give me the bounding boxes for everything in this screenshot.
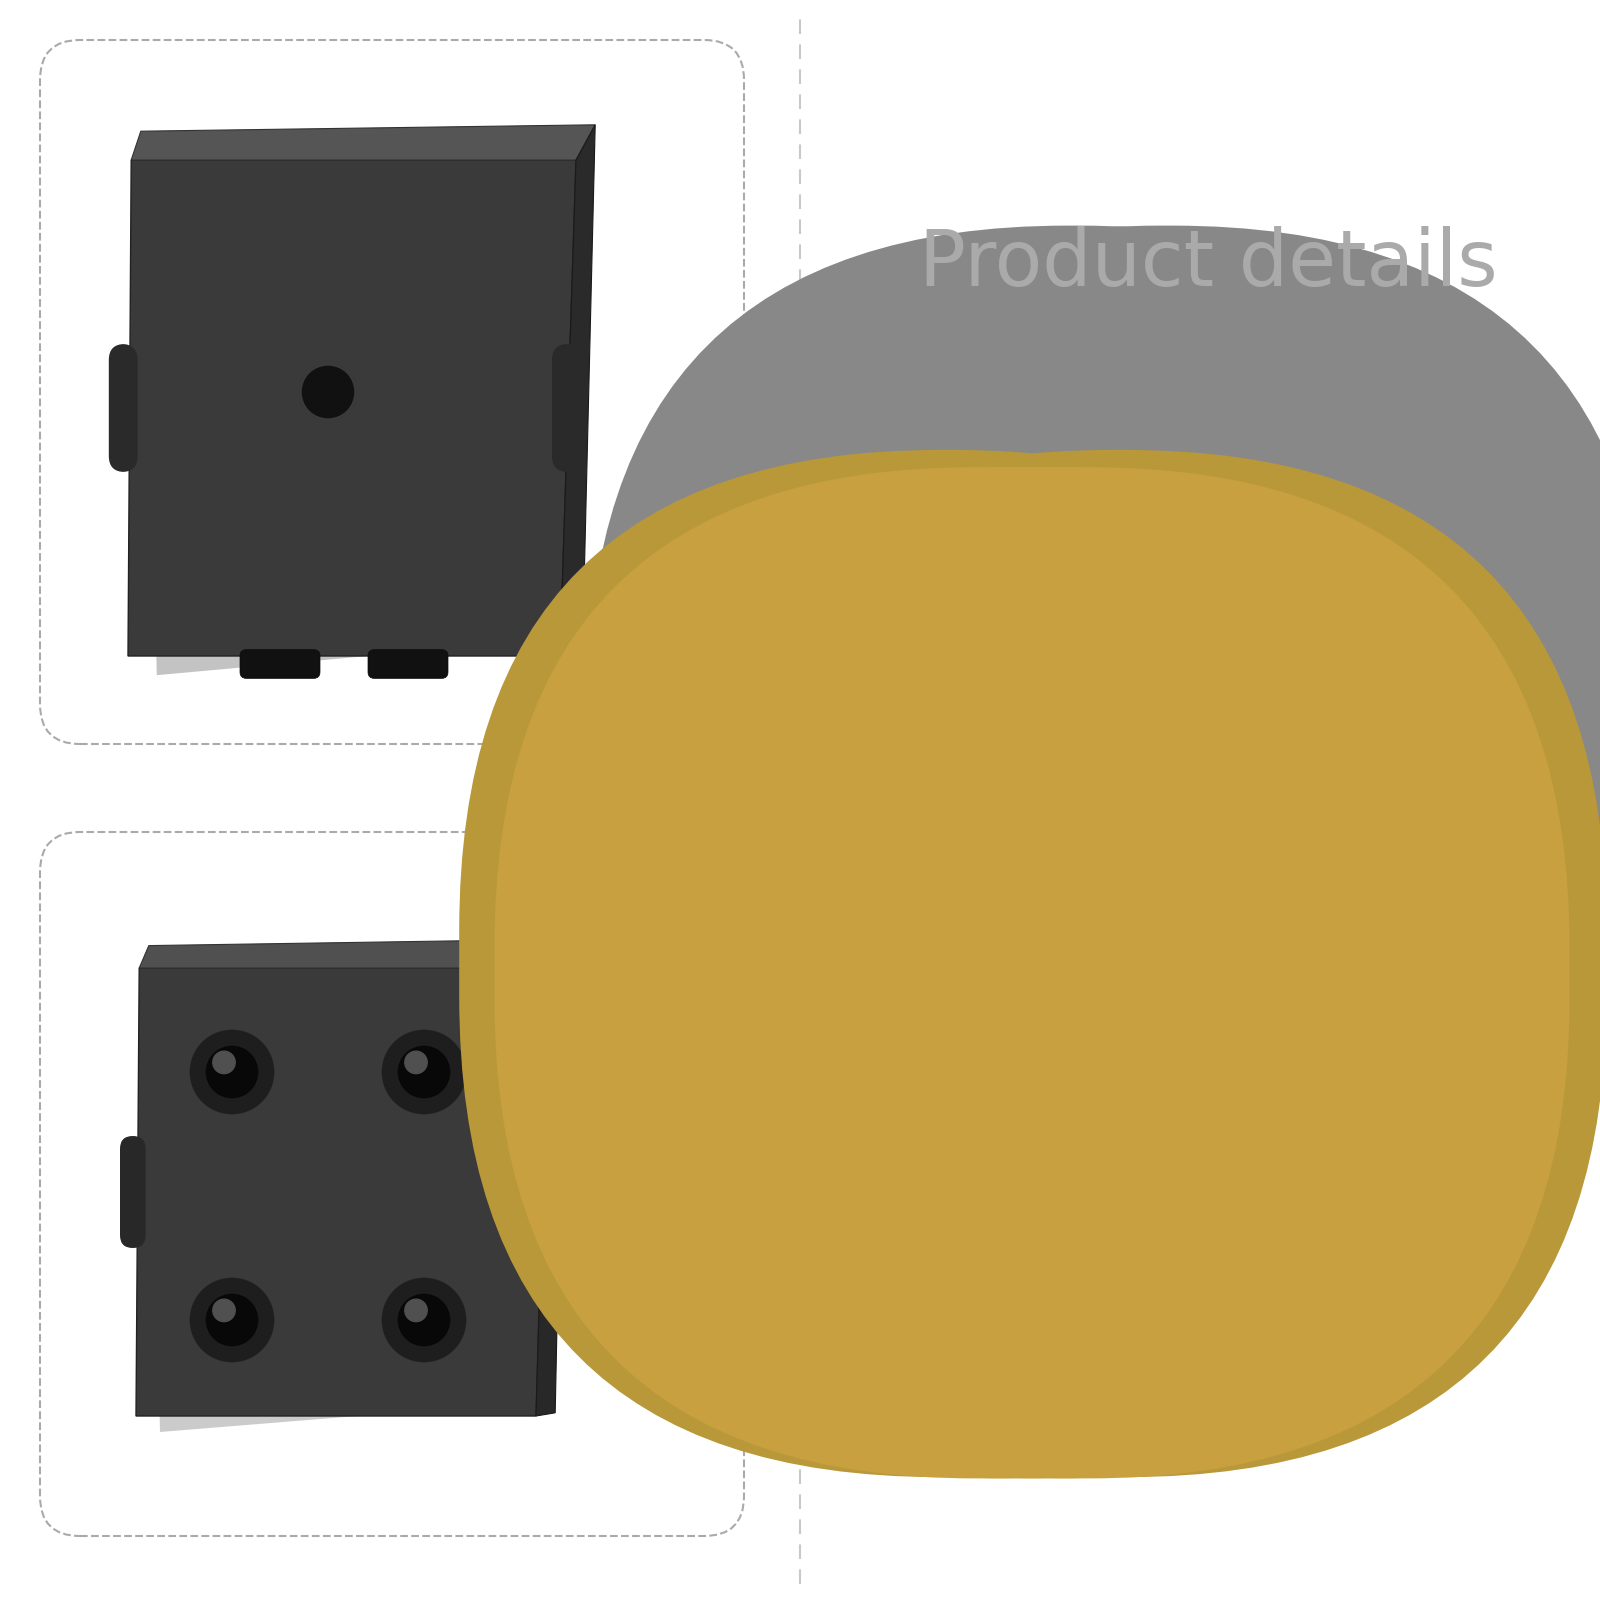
- Polygon shape: [560, 125, 595, 656]
- Circle shape: [206, 1046, 258, 1098]
- Polygon shape: [128, 160, 576, 656]
- FancyBboxPatch shape: [955, 693, 1038, 776]
- FancyBboxPatch shape: [680, 269, 1600, 1237]
- Circle shape: [206, 1294, 258, 1346]
- Circle shape: [1176, 842, 1208, 874]
- Circle shape: [405, 1051, 427, 1074]
- FancyBboxPatch shape: [955, 851, 984, 867]
- FancyBboxPatch shape: [1112, 803, 1141, 819]
- Circle shape: [398, 1294, 450, 1346]
- FancyBboxPatch shape: [494, 467, 1474, 1478]
- Polygon shape: [1320, 592, 1352, 701]
- FancyBboxPatch shape: [910, 550, 1218, 890]
- FancyBboxPatch shape: [1058, 827, 1086, 843]
- Circle shape: [382, 1278, 466, 1362]
- FancyBboxPatch shape: [1160, 560, 1205, 589]
- Text: V5.2: V5.2: [926, 875, 944, 885]
- Circle shape: [1350, 667, 1408, 725]
- Polygon shape: [136, 968, 549, 1416]
- Circle shape: [213, 1299, 235, 1322]
- FancyBboxPatch shape: [459, 450, 1435, 1477]
- Text: Product details: Product details: [918, 226, 1498, 302]
- Circle shape: [302, 366, 354, 418]
- Circle shape: [781, 373, 819, 411]
- Circle shape: [405, 1299, 427, 1322]
- FancyBboxPatch shape: [680, 240, 1600, 1208]
- FancyBboxPatch shape: [955, 902, 1110, 950]
- FancyBboxPatch shape: [552, 344, 581, 472]
- Polygon shape: [1320, 858, 1352, 966]
- Circle shape: [910, 557, 962, 608]
- FancyBboxPatch shape: [109, 344, 138, 472]
- Text: -: -: [966, 565, 970, 574]
- FancyBboxPatch shape: [587, 226, 1560, 1194]
- Text: +: +: [1155, 565, 1165, 574]
- Circle shape: [190, 1278, 274, 1362]
- FancyBboxPatch shape: [526, 467, 1506, 1478]
- Polygon shape: [144, 144, 595, 675]
- Text: 150: 150: [992, 725, 1002, 744]
- FancyBboxPatch shape: [587, 240, 1560, 1208]
- Circle shape: [1176, 566, 1208, 598]
- FancyBboxPatch shape: [1058, 803, 1086, 819]
- FancyBboxPatch shape: [965, 702, 1029, 766]
- Circle shape: [920, 566, 952, 598]
- Circle shape: [213, 1051, 235, 1074]
- FancyBboxPatch shape: [680, 254, 1600, 1222]
- Circle shape: [1166, 557, 1218, 608]
- Polygon shape: [131, 125, 595, 160]
- FancyBboxPatch shape: [587, 254, 1560, 1222]
- Polygon shape: [139, 939, 565, 968]
- FancyBboxPatch shape: [955, 803, 984, 819]
- FancyBboxPatch shape: [1080, 698, 1160, 765]
- FancyBboxPatch shape: [530, 1136, 555, 1248]
- FancyBboxPatch shape: [1112, 851, 1141, 867]
- FancyBboxPatch shape: [558, 467, 1538, 1478]
- FancyBboxPatch shape: [949, 890, 1117, 1024]
- FancyBboxPatch shape: [955, 827, 984, 843]
- Polygon shape: [149, 955, 568, 1432]
- FancyBboxPatch shape: [904, 544, 1224, 896]
- Circle shape: [997, 803, 1029, 835]
- Circle shape: [1307, 800, 1365, 858]
- Circle shape: [920, 842, 952, 874]
- FancyBboxPatch shape: [965, 915, 1101, 1008]
- Polygon shape: [536, 939, 565, 1416]
- FancyBboxPatch shape: [120, 1136, 146, 1248]
- Circle shape: [987, 794, 1038, 845]
- Circle shape: [781, 1157, 819, 1195]
- FancyBboxPatch shape: [240, 650, 320, 678]
- FancyBboxPatch shape: [630, 450, 1600, 1477]
- Circle shape: [1307, 534, 1365, 592]
- FancyBboxPatch shape: [368, 650, 448, 678]
- Circle shape: [1166, 832, 1218, 883]
- FancyBboxPatch shape: [680, 226, 1600, 1194]
- Circle shape: [398, 1046, 450, 1098]
- Circle shape: [382, 1030, 466, 1114]
- Circle shape: [190, 1030, 274, 1114]
- Circle shape: [910, 832, 962, 883]
- FancyBboxPatch shape: [587, 269, 1560, 1237]
- Polygon shape: [1363, 725, 1395, 834]
- FancyBboxPatch shape: [590, 467, 1570, 1478]
- FancyBboxPatch shape: [1112, 827, 1141, 843]
